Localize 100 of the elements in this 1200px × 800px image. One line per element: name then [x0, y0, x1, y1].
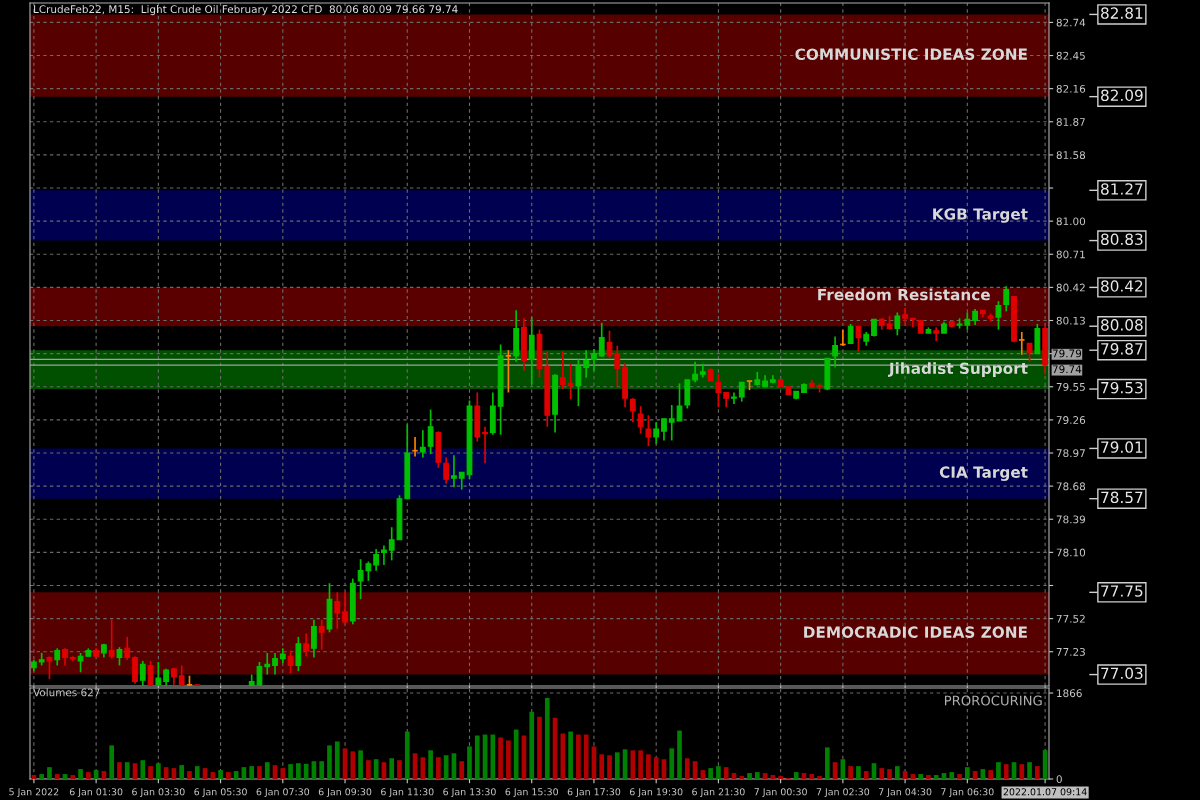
- candlestick: [108, 618, 115, 660]
- annotation: PROROCURING: [944, 695, 1042, 706]
- bar: [187, 771, 192, 779]
- candlestick: [668, 404, 675, 442]
- bar: [614, 752, 620, 779]
- candlestick: [419, 429, 426, 459]
- candlestick: [272, 652, 278, 676]
- candlestick: [559, 350, 566, 390]
- bar: [54, 774, 60, 779]
- text: 77.75: [1101, 585, 1143, 597]
- bar: [778, 776, 783, 779]
- bar: [156, 763, 161, 779]
- bar: [498, 737, 503, 779]
- text: 77.03: [1101, 667, 1143, 680]
- candlestick: [388, 526, 395, 562]
- candlestick: [116, 646, 123, 667]
- x-tick-label: 2022.01.07 09:14: [1003, 788, 1087, 796]
- bar: [537, 716, 542, 779]
- bar: [490, 734, 496, 779]
- candlestick: [591, 348, 597, 372]
- y-tick-label: 79.26: [1056, 416, 1086, 424]
- bar: [599, 754, 605, 779]
- candlestick: [645, 414, 652, 447]
- candlestick: [637, 405, 644, 435]
- bar: [467, 746, 472, 779]
- bar: [887, 769, 892, 779]
- x-tick-label: 6 Jan 07:30: [256, 788, 310, 798]
- bar: [389, 758, 395, 779]
- bar: [933, 775, 939, 779]
- candlestick: [427, 408, 434, 455]
- bar: [568, 731, 573, 779]
- bar: [334, 741, 340, 779]
- bar: [148, 766, 153, 779]
- bar: [793, 772, 799, 779]
- y-tick-label: 81.00: [1056, 217, 1086, 226]
- text: 79.53: [1101, 381, 1143, 394]
- candlestick: [629, 397, 636, 424]
- bar: [1035, 766, 1040, 779]
- candlestick: [132, 655, 138, 685]
- candlestick: [287, 649, 294, 675]
- bar: [70, 775, 76, 779]
- x-tick-label: 5 Jan 2022: [9, 788, 59, 798]
- candlestick: [894, 311, 901, 337]
- candlestick: [46, 655, 53, 680]
- candlestick: [342, 591, 348, 626]
- candlestick: [583, 349, 590, 379]
- bar: [296, 763, 301, 779]
- bar: [646, 754, 651, 779]
- candlestick: [373, 548, 380, 572]
- candlestick: [411, 436, 419, 458]
- bar: [428, 750, 433, 779]
- x-tick-label: 6 Jan 17:30: [567, 788, 621, 798]
- y-tick-label: 80.42: [1056, 283, 1085, 292]
- y-tick-label: 78.10: [1056, 548, 1086, 557]
- bar: [583, 734, 589, 779]
- bar: [739, 776, 745, 779]
- candlestick: [653, 421, 660, 445]
- bar: [86, 772, 91, 779]
- bar: [856, 766, 861, 779]
- x-tick-label: 6 Jan 03:30: [132, 788, 185, 798]
- bar: [78, 769, 83, 779]
- bar: [848, 766, 853, 779]
- bar: [194, 766, 200, 779]
- bar: [179, 765, 185, 779]
- bar: [964, 767, 970, 779]
- bar: [319, 761, 325, 779]
- bar: [218, 770, 223, 779]
- bar: [824, 747, 830, 779]
- y-tick-label: 0: [1056, 775, 1062, 784]
- candlestick: [147, 660, 154, 686]
- text: 80.08: [1101, 319, 1143, 331]
- bar: [879, 768, 885, 779]
- bar: [506, 740, 511, 779]
- text: 82.09: [1101, 89, 1143, 102]
- bar: [918, 774, 923, 779]
- text: 82.81: [1101, 7, 1143, 19]
- bar: [723, 767, 729, 779]
- bar: [358, 750, 363, 779]
- y-tick-label: 77.52: [1056, 614, 1085, 623]
- candlestick: [1003, 285, 1010, 313]
- y-tick-label: 81.58: [1056, 151, 1086, 160]
- y-tick-label: 77.23: [1056, 647, 1085, 656]
- candlestick: [334, 591, 341, 630]
- candlestick: [504, 349, 512, 394]
- candlestick: [528, 316, 535, 386]
- bar: [1019, 764, 1025, 779]
- bar: [809, 774, 815, 779]
- bar: [988, 770, 993, 779]
- candlestick: [482, 425, 488, 465]
- bar: [863, 771, 869, 779]
- chart-title: LCrudeFeb22, M15: Light Crude Oil February 2022 CFD 80.06 80.09 79.66 79.74: [34, 5, 458, 16]
- band-label: CIA Target: [939, 466, 1028, 481]
- bar: [638, 750, 643, 779]
- x-tick-label: 6 Jan 01:30: [69, 788, 123, 798]
- bar: [653, 757, 659, 779]
- candlestick: [311, 618, 317, 659]
- y-tick-label: 78.68: [1056, 482, 1086, 491]
- candlestick: [318, 618, 325, 651]
- y-tick-label: 82.16: [1056, 84, 1086, 93]
- bar: [607, 755, 612, 779]
